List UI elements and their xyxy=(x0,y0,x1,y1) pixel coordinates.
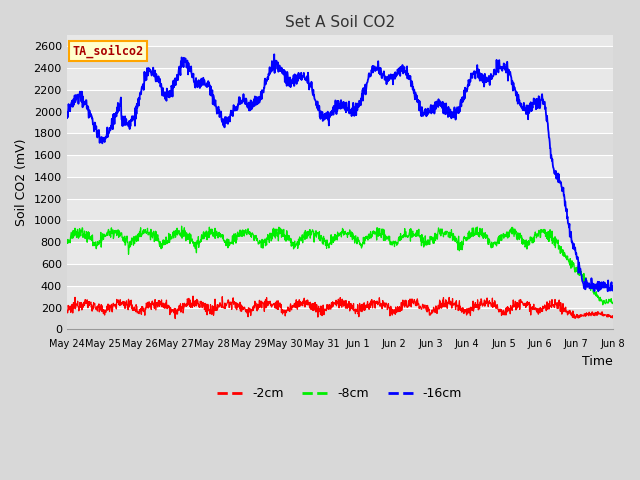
Legend: -2cm, -8cm, -16cm: -2cm, -8cm, -16cm xyxy=(212,383,467,406)
Bar xyxy=(67,46,612,68)
X-axis label: Time: Time xyxy=(582,355,612,368)
Bar xyxy=(67,90,612,111)
Bar xyxy=(67,220,612,242)
Bar xyxy=(67,68,612,90)
Bar xyxy=(67,111,612,133)
Bar xyxy=(67,133,612,155)
Bar xyxy=(67,286,612,308)
Title: Set A Soil CO2: Set A Soil CO2 xyxy=(285,15,395,30)
Bar xyxy=(67,264,612,286)
Bar xyxy=(67,155,612,177)
Y-axis label: Soil CO2 (mV): Soil CO2 (mV) xyxy=(15,139,28,226)
Text: TA_soilco2: TA_soilco2 xyxy=(72,44,143,58)
Bar xyxy=(67,177,612,199)
Bar xyxy=(67,242,612,264)
Bar xyxy=(67,199,612,220)
Bar xyxy=(67,308,612,329)
